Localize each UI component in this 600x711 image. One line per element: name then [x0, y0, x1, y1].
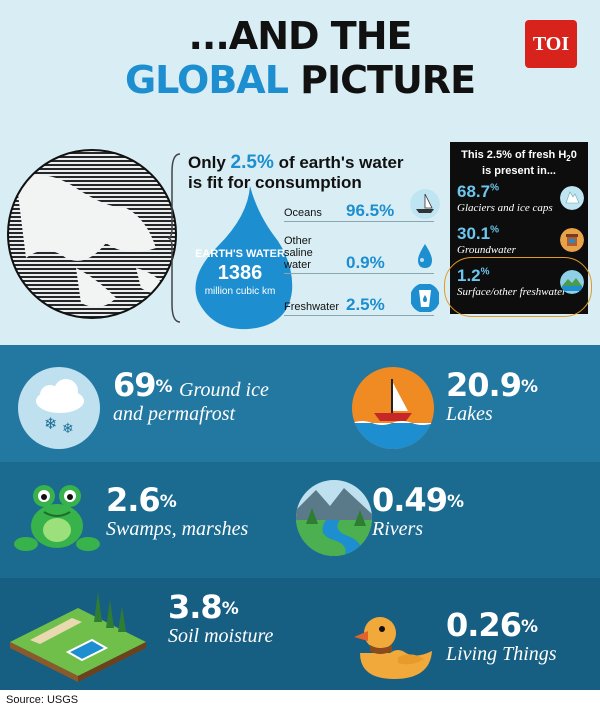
title-line1: ...AND THE — [188, 14, 413, 58]
boat-icon — [352, 367, 434, 449]
surface-desc: Surface/other freshwater — [457, 286, 567, 298]
top-section: ...AND THE GLOBAL PICTURE TOI Only 2.5% … — [0, 0, 600, 345]
soil-value: 3.8% — [168, 588, 239, 626]
groundwater-unit: % — [490, 224, 499, 236]
saline-row: Other saline water 0.9% — [284, 235, 434, 274]
saline-label: Other saline water — [284, 235, 313, 271]
band-row1 — [0, 345, 600, 462]
oceans-label: Oceans — [284, 207, 322, 219]
box-title: This 2.5% of fresh H20 is present in... — [450, 149, 588, 178]
freshwater-value: 2.5% — [346, 295, 385, 314]
glaciers-unit: % — [490, 182, 499, 194]
oceans-value: 96.5% — [346, 201, 395, 220]
headline-post: of earth's water — [278, 153, 404, 172]
well-icon — [560, 228, 584, 252]
swamps-stat: 2.6% Swamps, marshes — [106, 482, 306, 540]
groundwater-item: 30.1% Groundwater — [457, 224, 587, 256]
freshwater-breakdown-box: This 2.5% of fresh H20 is present in... … — [450, 142, 588, 314]
living-desc: Living Things — [446, 643, 557, 665]
soil-stat: 3.8% Soil moisture — [168, 589, 368, 647]
water-drop-graphic — [195, 186, 293, 330]
brace-divider — [168, 153, 181, 323]
glaciers-item: 68.7% Glaciers and ice caps — [457, 182, 587, 214]
swamps-desc: Swamps, marshes — [106, 518, 249, 540]
ground-ice-value: 69% — [113, 366, 173, 404]
duck-icon — [354, 617, 432, 679]
river-icon — [296, 480, 372, 556]
svg-text:❄: ❄ — [62, 421, 74, 437]
oceans-row: Oceans 96.5% — [284, 188, 440, 222]
globe-icon — [7, 149, 177, 319]
lakes-value: 20.9% — [446, 366, 538, 404]
svg-text:❄: ❄ — [44, 414, 57, 433]
headline-pre: Only — [188, 153, 226, 172]
title-line2: GLOBAL PICTURE — [0, 58, 600, 102]
glaciers-desc: Glaciers and ice caps — [457, 202, 553, 214]
groundwater-desc: Groundwater — [457, 244, 516, 256]
drop-unit: million cubic km — [204, 286, 276, 297]
box-title-line2: is present in... — [482, 165, 556, 178]
toi-logo: TOI — [525, 20, 577, 68]
lakes-stat: 20.9% Lakes — [446, 367, 596, 425]
lakes-desc: Lakes — [446, 403, 493, 425]
water-drop-icon — [418, 244, 432, 268]
ground-ice-desc1: Ground ice — [179, 379, 269, 401]
bottom-section: ❄ ❄ 69% Ground ice and permafrost 20.9% … — [0, 345, 600, 690]
freshwater-row: Freshwater 2.5% — [284, 282, 439, 316]
saline-value: 0.9% — [346, 253, 385, 272]
frog-icon — [14, 485, 100, 551]
glass-icon — [411, 284, 439, 312]
headline-pct: 2.5% — [230, 152, 274, 173]
freshwater-label: Freshwater — [284, 301, 340, 313]
box-title-sub: 2 — [566, 154, 571, 164]
garden-icon — [10, 592, 146, 682]
swamps-value: 2.6% — [106, 481, 177, 519]
living-value: 0.26% — [446, 606, 538, 644]
rivers-desc: Rivers — [372, 518, 424, 540]
living-stat: 0.26% Living Things — [446, 607, 596, 665]
headline-line2: is fit for consumption — [188, 173, 362, 192]
rivers-stat: 0.49% Rivers — [372, 482, 572, 540]
surface-unit: % — [480, 266, 490, 278]
sailboat-icon — [410, 189, 440, 219]
iceberg-icon — [560, 186, 584, 210]
rivers-value: 0.49% — [372, 481, 464, 519]
ground-ice-stat: 69% Ground ice and permafrost — [113, 367, 353, 425]
soil-desc: Soil moisture — [168, 625, 274, 647]
groundwater-value: 30.1 — [457, 224, 491, 243]
drop-label: EARTH'S WATER — [195, 248, 285, 260]
title-picture: PICTURE — [300, 58, 476, 102]
consumption-headline: Only 2.5% of earth's water is fit for co… — [188, 153, 438, 193]
ground-ice-desc2: and permafrost — [113, 403, 236, 425]
glaciers-value: 68.7 — [457, 182, 491, 201]
source-note: Source: USGS — [6, 694, 79, 706]
drop-value: 1386 — [217, 262, 263, 284]
box-title-line1: This 2.5% of fresh H — [461, 149, 567, 161]
title-global: GLOBAL — [124, 58, 289, 102]
snow-cloud-icon: ❄ ❄ — [18, 367, 100, 449]
box-title-end: 0 — [570, 149, 577, 161]
highlight-ring — [444, 257, 592, 317]
